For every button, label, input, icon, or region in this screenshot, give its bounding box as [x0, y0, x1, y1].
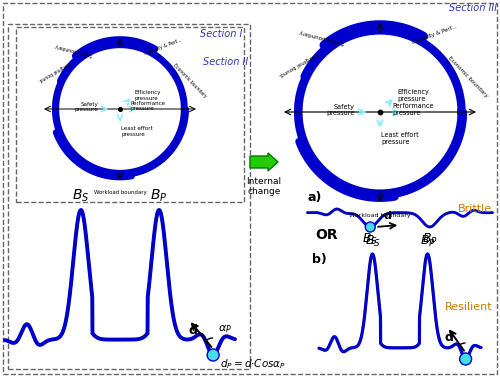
- Text: Capacity & Perf...: Capacity & Perf...: [411, 24, 458, 45]
- Text: Performance
pressure: Performance pressure: [131, 101, 166, 111]
- Text: $B_S$: $B_S$: [362, 232, 378, 247]
- Text: Efficiency
pressure: Efficiency pressure: [134, 90, 161, 101]
- Text: Capacity & Perf...: Capacity & Perf...: [144, 38, 182, 57]
- Text: Safety boundary: Safety boundary: [54, 43, 92, 57]
- Text: $B_P$: $B_P$: [420, 234, 436, 249]
- Text: Safety
pressure: Safety pressure: [326, 104, 355, 116]
- Text: d: d: [188, 323, 197, 337]
- Text: Workload boundary: Workload boundary: [94, 190, 146, 195]
- FancyArrow shape: [250, 153, 278, 171]
- Text: Economic boundary: Economic boundary: [172, 63, 208, 99]
- Text: $B_P$: $B_P$: [422, 232, 438, 247]
- Text: Safety boundary: Safety boundary: [299, 29, 344, 45]
- Bar: [8, 24, 250, 369]
- Text: $\alpha_P$: $\alpha_P$: [218, 323, 232, 335]
- Text: Least effort
pressure: Least effort pressure: [121, 127, 152, 137]
- Text: OR: OR: [315, 228, 338, 242]
- Text: $B_S$: $B_S$: [72, 188, 90, 204]
- Text: Safety
pressure: Safety pressure: [75, 101, 98, 112]
- Text: $d_P=d{\cdot}Cos\alpha_P$: $d_P=d{\cdot}Cos\alpha_P$: [220, 357, 286, 371]
- Text: Workload boundary: Workload boundary: [349, 213, 411, 218]
- Circle shape: [460, 353, 471, 365]
- Text: b): b): [312, 253, 327, 265]
- Text: Section I: Section I: [200, 29, 242, 39]
- Text: Least effort
pressure: Least effort pressure: [381, 132, 419, 146]
- Text: Internal
change: Internal change: [246, 177, 282, 196]
- Text: Marginal bound.: Marginal bound.: [278, 51, 318, 78]
- Text: d: d: [444, 331, 454, 344]
- Text: $B_P$: $B_P$: [150, 188, 168, 204]
- Text: Performance
pressure: Performance pressure: [392, 103, 434, 115]
- Text: Economic boundary: Economic boundary: [447, 55, 488, 98]
- Text: Brittle: Brittle: [458, 204, 492, 214]
- Circle shape: [207, 349, 219, 361]
- Text: Resilient: Resilient: [444, 302, 492, 312]
- Text: Section II: Section II: [203, 57, 248, 67]
- Text: Marginal bound.: Marginal bound.: [38, 60, 72, 83]
- Text: $B_S$: $B_S$: [364, 234, 380, 249]
- Text: Efficiency
pressure: Efficiency pressure: [397, 89, 429, 102]
- Circle shape: [365, 222, 375, 232]
- Text: a): a): [308, 190, 322, 204]
- Bar: [16, 27, 244, 202]
- Text: Section III: Section III: [449, 3, 497, 13]
- Text: d: d: [384, 211, 391, 221]
